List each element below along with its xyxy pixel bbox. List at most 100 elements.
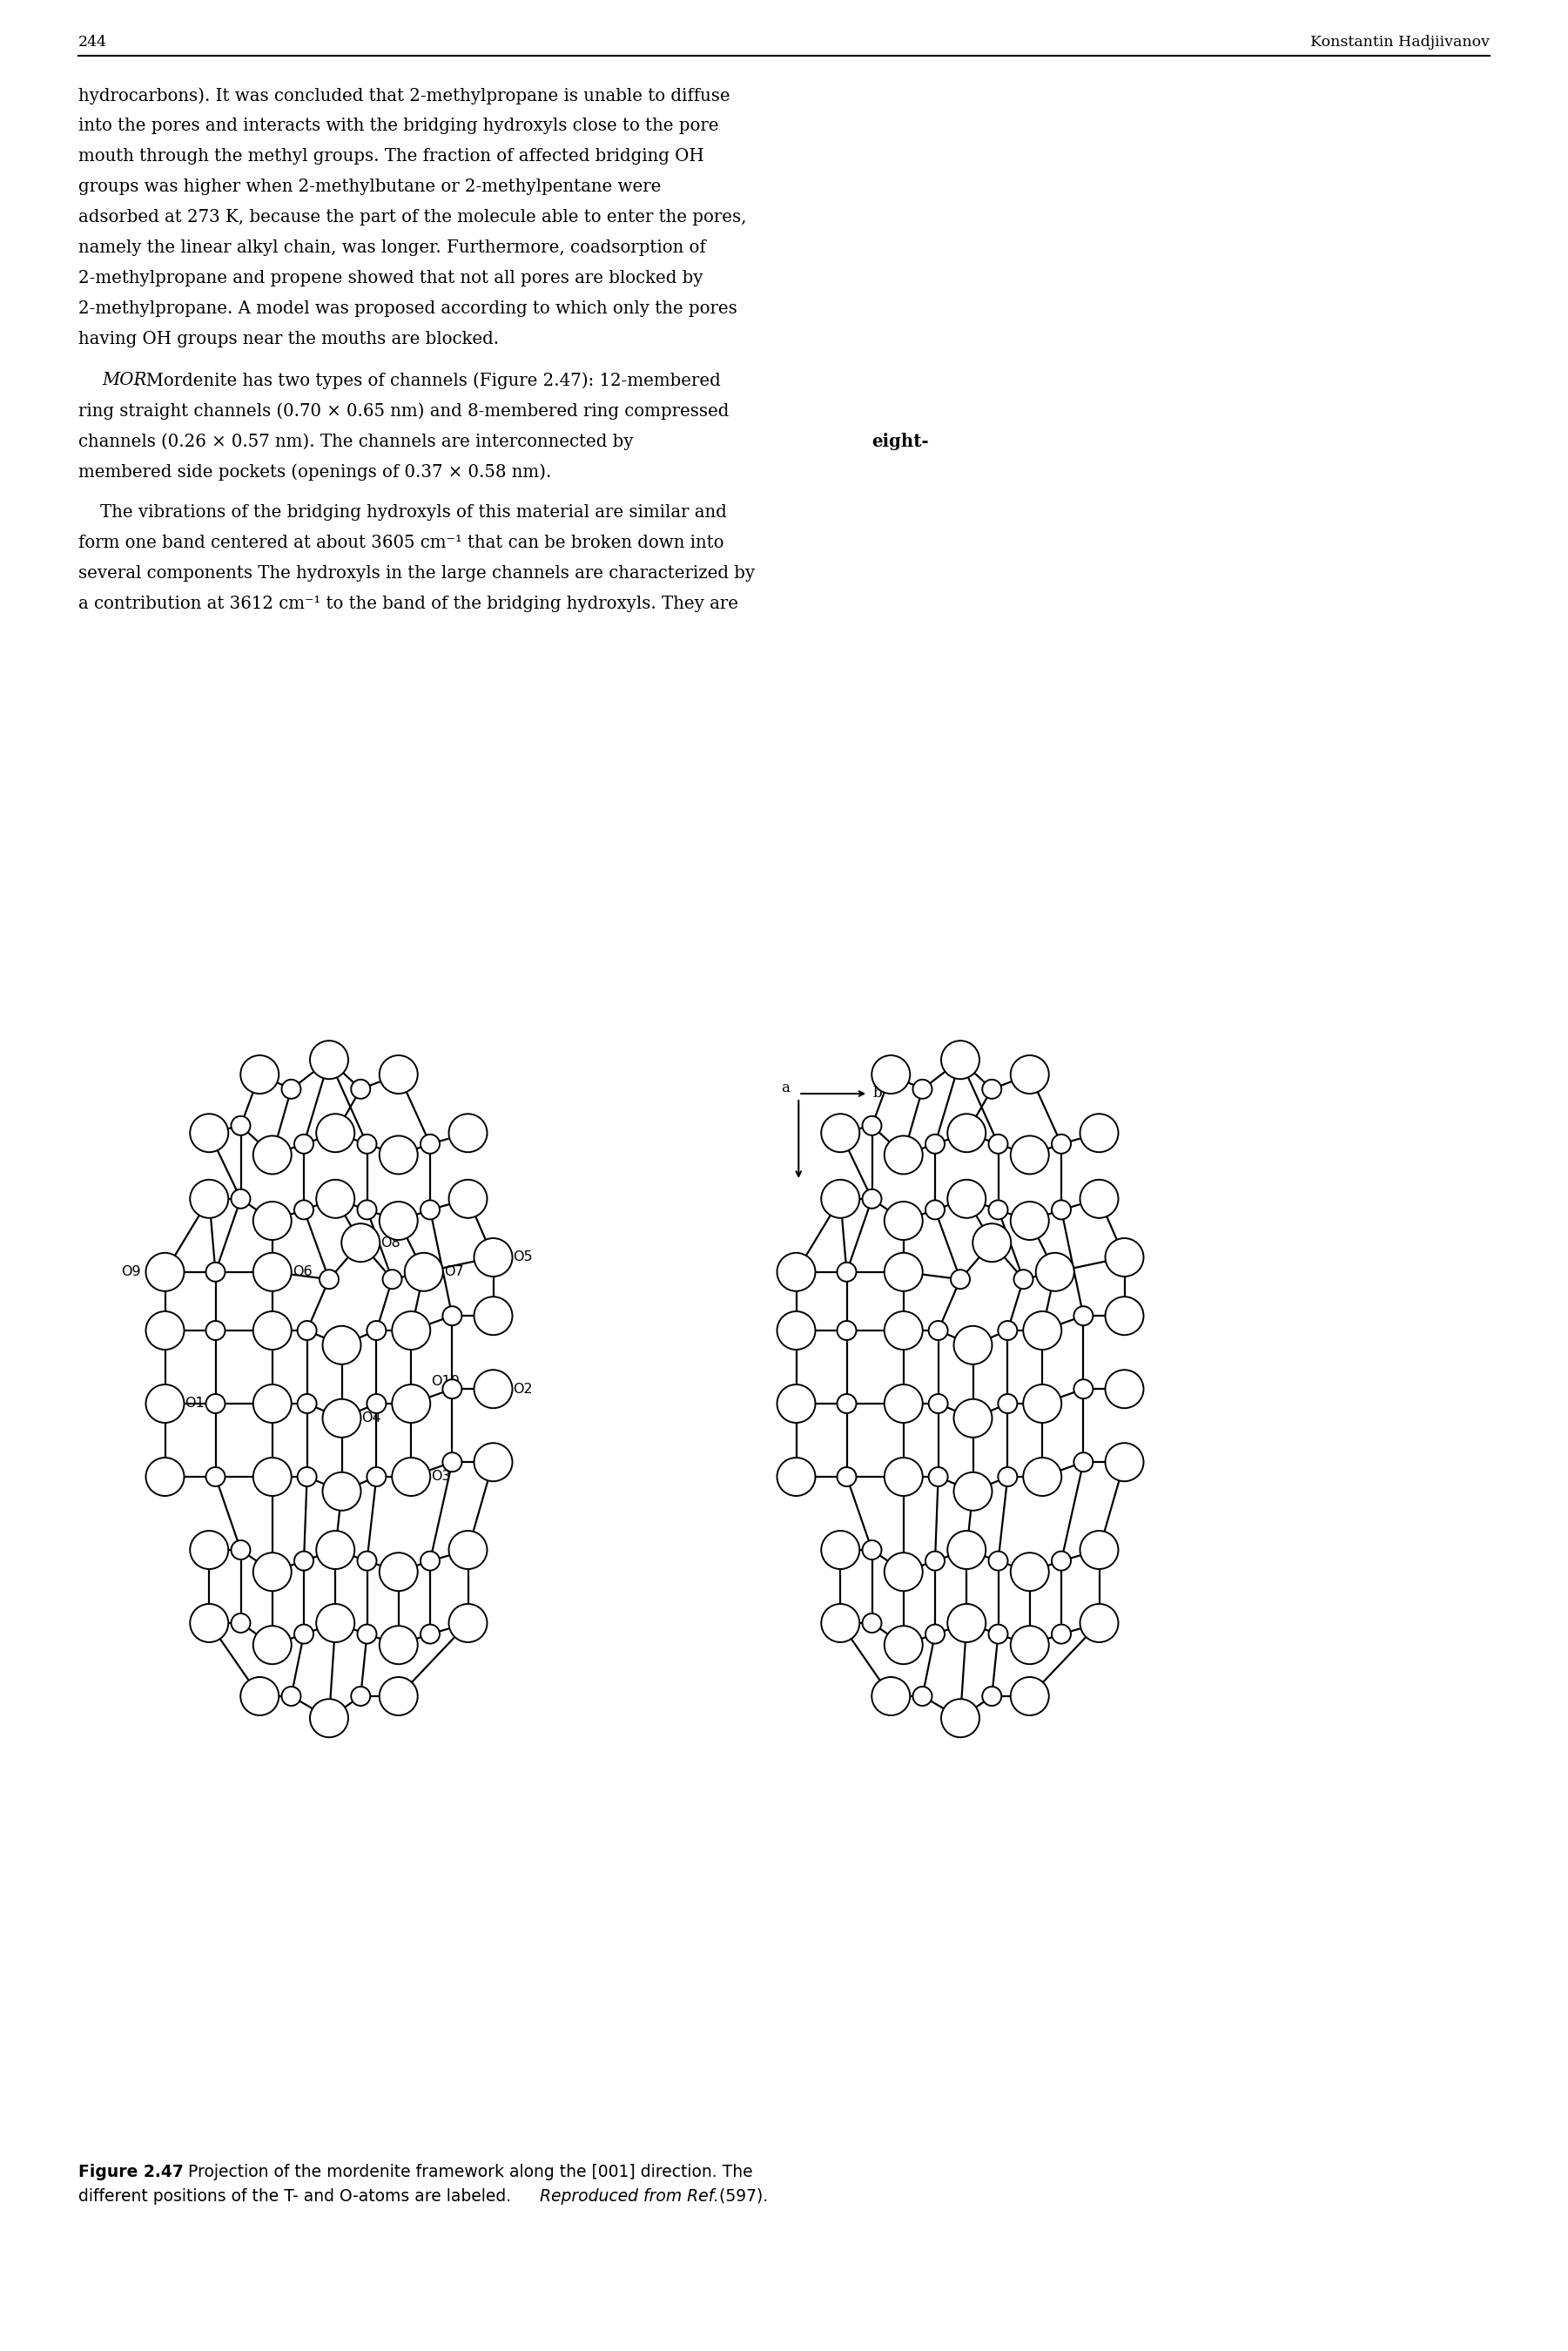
Circle shape [342,1223,379,1262]
Circle shape [317,1603,354,1643]
Text: O2: O2 [513,1382,533,1396]
Circle shape [323,1472,361,1512]
Text: O3: O3 [431,1469,450,1483]
Text: having OH groups near the mouths are blocked.: having OH groups near the mouths are blo… [78,331,499,348]
Circle shape [379,1201,417,1239]
Text: O10: O10 [431,1375,459,1387]
Circle shape [972,1223,1011,1262]
Circle shape [837,1321,856,1340]
Circle shape [862,1540,881,1559]
Circle shape [947,1180,986,1218]
Circle shape [448,1531,488,1568]
Circle shape [298,1394,317,1413]
Circle shape [947,1603,986,1643]
Text: a: a [781,1081,790,1096]
Circle shape [884,1312,922,1349]
Circle shape [351,1079,370,1098]
Circle shape [146,1312,183,1349]
Text: The vibrations of the bridging hydroxyls of this material are similar and: The vibrations of the bridging hydroxyls… [78,503,726,520]
Text: groups was higher when 2-methylbutane or 2-methylpentane were: groups was higher when 2-methylbutane or… [78,179,662,195]
Text: membered side pockets (openings of 0.37 × 0.58 nm).: membered side pockets (openings of 0.37 … [78,463,552,480]
Circle shape [474,1371,513,1408]
Circle shape [837,1394,856,1413]
Circle shape [928,1321,947,1340]
Circle shape [323,1326,361,1364]
Circle shape [190,1180,229,1218]
Circle shape [941,1700,980,1737]
Circle shape [252,1458,292,1495]
Circle shape [928,1394,947,1413]
Circle shape [448,1603,488,1643]
Circle shape [1080,1531,1118,1568]
Circle shape [298,1467,317,1486]
Circle shape [999,1394,1018,1413]
Circle shape [925,1625,944,1643]
Text: MOR: MOR [102,371,146,388]
Circle shape [884,1552,922,1592]
Circle shape [379,1056,417,1093]
Circle shape [928,1467,947,1486]
Text: O1: O1 [185,1396,205,1411]
Circle shape [862,1117,881,1136]
Circle shape [822,1114,859,1152]
Circle shape [884,1201,922,1239]
Circle shape [1011,1552,1049,1592]
Text: (597).: (597). [713,2189,768,2205]
Circle shape [1052,1552,1071,1570]
Circle shape [1011,1627,1049,1665]
Circle shape [205,1467,226,1486]
Circle shape [1105,1239,1143,1277]
Circle shape [295,1201,314,1220]
Text: O8: O8 [381,1237,400,1248]
Circle shape [872,1676,909,1716]
Circle shape [837,1467,856,1486]
Circle shape [1011,1136,1049,1173]
Text: O5: O5 [513,1251,533,1265]
Text: channels (0.26 × 0.57 nm). The channels are interconnected by: channels (0.26 × 0.57 nm). The channels … [78,433,638,449]
Circle shape [862,1613,881,1632]
Circle shape [392,1385,430,1422]
Circle shape [941,1041,980,1079]
Circle shape [837,1262,856,1281]
Text: different positions of the T- and O-atoms are labeled.: different positions of the T- and O-atom… [78,2189,516,2205]
Circle shape [1014,1270,1033,1288]
Circle shape [358,1201,376,1220]
Text: T3: T3 [263,1324,281,1338]
Text: Figure 2.47: Figure 2.47 [78,2163,183,2179]
Circle shape [1074,1453,1093,1472]
Circle shape [295,1625,314,1643]
Circle shape [1052,1136,1071,1154]
Text: . Mordenite has two types of channels (Figure 2.47): 12-membered: . Mordenite has two types of channels (F… [135,371,721,388]
Circle shape [205,1321,226,1340]
Circle shape [1024,1458,1062,1495]
Circle shape [1105,1371,1143,1408]
Circle shape [230,1117,251,1136]
Circle shape [240,1676,279,1716]
Circle shape [230,1613,251,1632]
Text: mouth through the methyl groups. The fraction of affected bridging OH: mouth through the methyl groups. The fra… [78,148,704,165]
Circle shape [367,1467,386,1486]
Circle shape [205,1262,226,1281]
Circle shape [358,1136,376,1154]
Circle shape [317,1531,354,1568]
Circle shape [1080,1180,1118,1218]
Circle shape [367,1394,386,1413]
Circle shape [383,1270,401,1288]
Circle shape [420,1201,439,1220]
Circle shape [252,1552,292,1592]
Circle shape [310,1041,348,1079]
Circle shape [1105,1298,1143,1335]
Circle shape [420,1136,439,1154]
Circle shape [146,1253,183,1291]
Circle shape [947,1114,986,1152]
Text: T1: T1 [397,1469,414,1483]
Circle shape [442,1380,461,1399]
Circle shape [1052,1201,1071,1220]
Circle shape [317,1180,354,1218]
Circle shape [282,1079,301,1098]
Text: 2-methylpropane and propene showed that not all pores are blocked by: 2-methylpropane and propene showed that … [78,270,702,287]
Text: namely the linear alkyl chain, was longer. Furthermore, coadsorption of: namely the linear alkyl chain, was longe… [78,240,706,256]
Circle shape [953,1326,993,1364]
Circle shape [913,1079,931,1098]
Circle shape [1036,1253,1074,1291]
